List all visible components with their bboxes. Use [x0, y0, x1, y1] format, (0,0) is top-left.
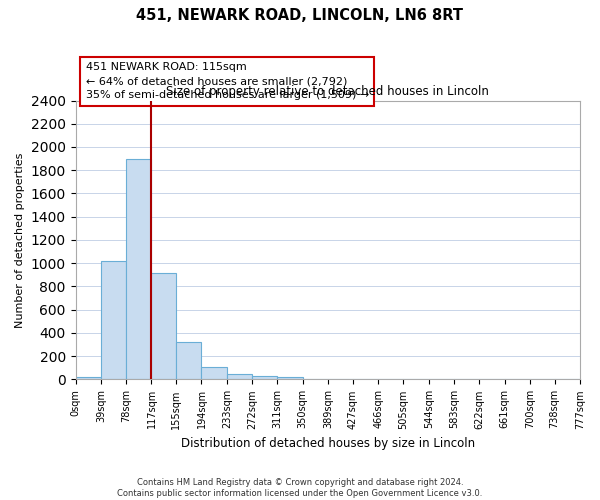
X-axis label: Distribution of detached houses by size in Lincoln: Distribution of detached houses by size …: [181, 437, 475, 450]
Bar: [227, 374, 252, 380]
Bar: [76, 377, 101, 380]
Bar: [101, 261, 126, 380]
Text: 451 NEWARK ROAD: 115sqm
← 64% of detached houses are smaller (2,792)
35% of semi: 451 NEWARK ROAD: 115sqm ← 64% of detache…: [86, 62, 369, 100]
Text: Contains HM Land Registry data © Crown copyright and database right 2024.
Contai: Contains HM Land Registry data © Crown c…: [118, 478, 482, 498]
Bar: [126, 158, 151, 380]
Title: Size of property relative to detached houses in Lincoln: Size of property relative to detached ho…: [166, 85, 489, 98]
Y-axis label: Number of detached properties: Number of detached properties: [15, 152, 25, 328]
Bar: [151, 272, 176, 380]
Bar: [176, 342, 202, 380]
Bar: [202, 367, 227, 380]
Bar: [252, 376, 277, 380]
Bar: [277, 377, 303, 380]
Bar: [303, 379, 328, 380]
Text: 451, NEWARK ROAD, LINCOLN, LN6 8RT: 451, NEWARK ROAD, LINCOLN, LN6 8RT: [137, 8, 464, 22]
